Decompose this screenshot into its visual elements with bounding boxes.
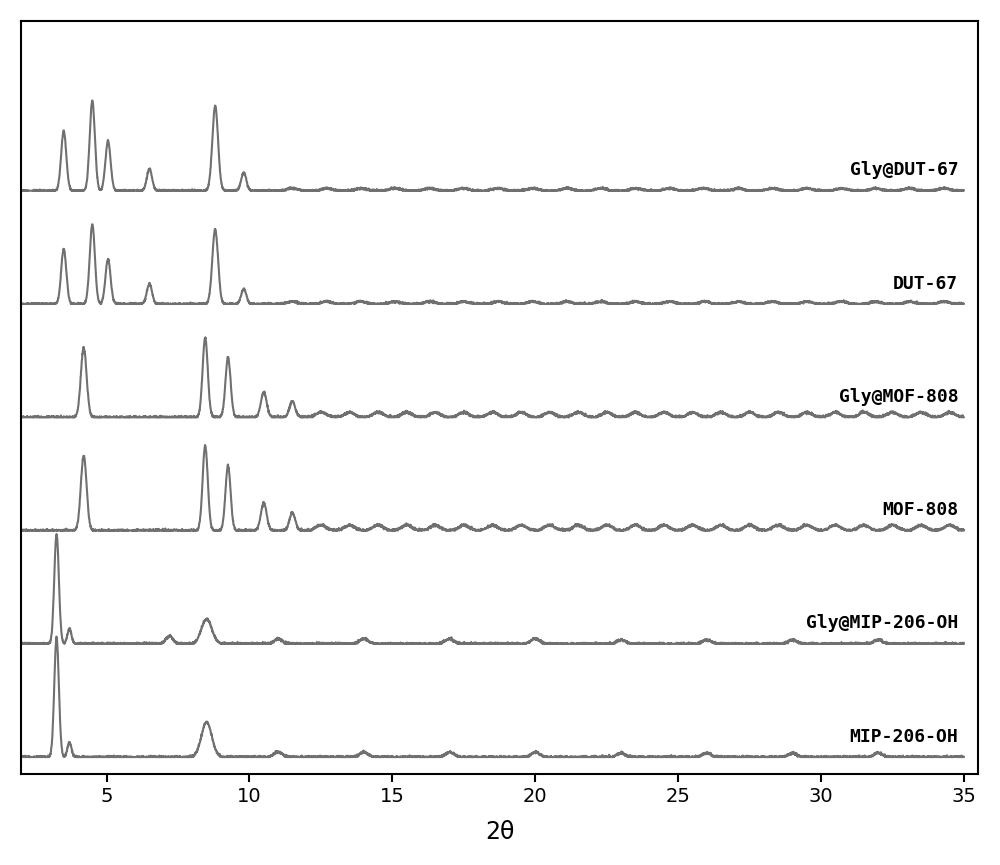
Text: Gly@DUT-67: Gly@DUT-67 <box>850 162 958 179</box>
Text: DUT-67: DUT-67 <box>893 275 958 292</box>
Text: Gly@MOF-808: Gly@MOF-808 <box>839 388 958 406</box>
Text: MIP-206-OH: MIP-206-OH <box>850 727 958 746</box>
Text: Gly@MIP-206-OH: Gly@MIP-206-OH <box>806 614 958 632</box>
Text: MOF-808: MOF-808 <box>882 501 958 519</box>
X-axis label: 2θ: 2θ <box>485 820 514 844</box>
